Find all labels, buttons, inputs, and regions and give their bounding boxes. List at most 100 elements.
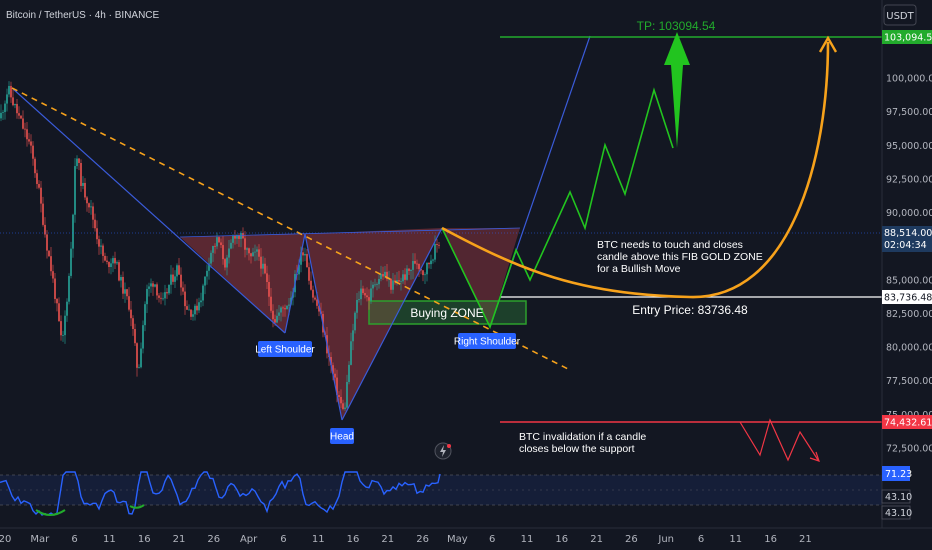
invalidation-price-tag	[882, 415, 932, 429]
candle-body	[406, 268, 408, 280]
candle-body	[246, 248, 248, 250]
candle-body	[82, 182, 84, 186]
x-tick-label: 6	[280, 534, 286, 545]
candle-body	[74, 166, 76, 215]
candle-body	[128, 296, 130, 310]
buying-zone-label: Buying ZONE	[410, 306, 483, 320]
current-price-label: 88,514.00	[884, 228, 932, 239]
candle-body	[50, 256, 52, 272]
currency-button-label: USDT	[886, 11, 914, 22]
x-tick-label: 6	[71, 534, 77, 545]
candle-body	[76, 158, 78, 167]
candle-body	[118, 262, 120, 281]
candle-body	[68, 275, 70, 302]
candle-body	[412, 260, 414, 270]
candle-body	[136, 343, 138, 368]
candle-body	[382, 274, 384, 277]
candle-body	[66, 301, 68, 316]
candle-body	[378, 278, 380, 285]
candle-body	[232, 235, 234, 243]
x-tick-label: 21	[590, 534, 603, 545]
candle-body	[62, 335, 64, 336]
candle-body	[218, 237, 220, 243]
candle-body	[114, 258, 116, 264]
y-tick-label: 80,000.00	[886, 343, 932, 354]
candle-body	[116, 262, 118, 264]
candle-body	[266, 273, 268, 283]
candle-body	[0, 112, 2, 119]
candle-body	[254, 251, 256, 253]
curve-arrowhead	[818, 35, 838, 53]
x-tick-label: Apr	[240, 534, 258, 545]
candle-body	[250, 253, 252, 257]
candle-body	[152, 283, 154, 287]
y-tick-label: 92,500.00	[886, 174, 932, 185]
candle-body	[202, 285, 204, 301]
candle-body	[278, 312, 280, 316]
candle-body	[112, 258, 114, 264]
candle-body	[12, 97, 14, 106]
x-tick-label: 11	[103, 534, 116, 545]
candle-body	[368, 297, 370, 301]
left-shoulder-tag-bg	[258, 341, 312, 357]
candle-body	[430, 260, 432, 265]
candle-body	[264, 263, 266, 274]
y-tick-label: 72,500.00	[886, 444, 932, 455]
target-arrow	[664, 32, 690, 148]
fib-note-line-1: BTC needs to touch and closes	[597, 239, 743, 251]
candle-body	[28, 139, 30, 142]
x-tick-label: 26	[625, 534, 638, 545]
candle-body	[150, 283, 152, 287]
y-tick-label: 97,500.00	[886, 107, 932, 118]
candle-body	[122, 276, 124, 294]
candle-body	[196, 305, 198, 311]
candle-body	[16, 104, 18, 114]
left-shoulder-label: Left Shoulder	[255, 345, 315, 356]
candle-body	[182, 287, 184, 292]
x-tick-label: 16	[555, 534, 568, 545]
candle-body	[314, 297, 316, 300]
candle-body	[84, 182, 86, 198]
entry-price-tag	[882, 290, 932, 304]
x-tick-label: 26	[416, 534, 429, 545]
candle-body	[234, 235, 236, 239]
candle-body	[26, 129, 28, 140]
candle-body	[120, 276, 122, 281]
candle-body	[92, 206, 94, 220]
x-tick-label: 21	[173, 534, 186, 545]
invalidation-price-label: 74,432.61	[884, 418, 932, 429]
right-shoulder-label: Right Shoulder	[454, 337, 521, 348]
candle-body	[268, 282, 270, 297]
fib-note-line-3: for a Bullish Move	[597, 263, 681, 275]
rsi-band	[0, 475, 882, 505]
candle-body	[360, 288, 362, 300]
candle-body	[30, 141, 32, 146]
candle-body	[36, 173, 38, 184]
candle-body	[132, 318, 134, 330]
candle-body	[22, 118, 24, 129]
rsi-band-label-1: 43.10	[885, 492, 912, 503]
candle-body	[390, 278, 392, 290]
y-tick-label: 95,000.00	[886, 141, 932, 152]
rsi-band-tag-2	[881, 505, 911, 520]
candle-body	[102, 245, 104, 256]
bearish-projection-path	[739, 418, 819, 462]
candle-body	[2, 112, 4, 113]
candle-body	[124, 289, 126, 294]
x-tick-label: Jun	[657, 534, 674, 545]
entry-annotation: Entry Price: 83736.48	[632, 303, 748, 317]
candle-body	[78, 158, 80, 163]
candle-body	[100, 245, 102, 247]
candle-body	[260, 256, 262, 269]
candle-body	[88, 203, 90, 208]
candle-body	[304, 253, 306, 256]
currency-button[interactable]	[883, 4, 917, 26]
candle-body	[404, 274, 406, 280]
candle-body	[228, 248, 230, 258]
candle-body	[310, 280, 312, 290]
candle-body	[258, 249, 260, 257]
candle-body	[98, 239, 100, 247]
candle-body	[60, 321, 62, 336]
